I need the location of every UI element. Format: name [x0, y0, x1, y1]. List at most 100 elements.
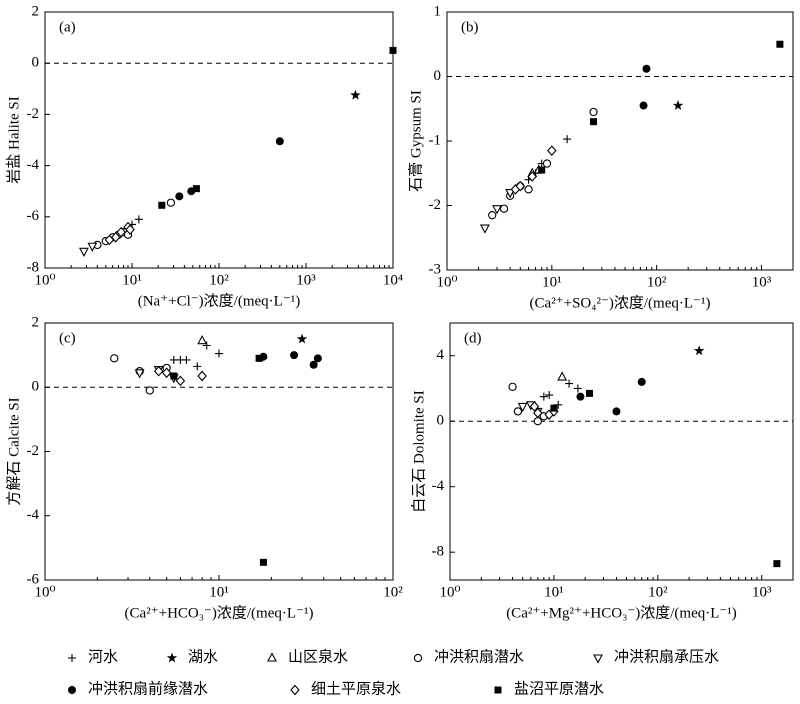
plot-frame: [449, 322, 794, 581]
legend-marker: [166, 652, 178, 663]
x-tick-label: 10²: [383, 584, 403, 600]
x-axis-label: (Ca²⁺+Mg²⁺+HCO₃⁻)浓度/(meq·L⁻¹): [506, 604, 737, 621]
point: [116, 226, 126, 238]
y-tick-label: -2: [27, 106, 40, 122]
point: [290, 351, 299, 360]
legend-marker: [290, 684, 300, 696]
panel: 10⁰ 10¹ 10² 2 0 -2 -4 -6 (c) (Ca²⁺+HCO₃⁻)浓度/(meq·…: [5, 314, 403, 621]
point: [153, 365, 164, 377]
point: [693, 345, 705, 356]
x-tick-label: 10⁰: [34, 584, 55, 600]
point: [505, 189, 516, 199]
point: [170, 372, 178, 380]
point: [533, 407, 543, 419]
point: [87, 242, 98, 252]
point: [547, 145, 557, 157]
y-axis-label: 岩盐 Halite SI: [5, 96, 22, 184]
point: [275, 137, 284, 146]
legend-marker: [68, 654, 76, 662]
point: [542, 159, 552, 168]
point: [309, 360, 318, 369]
y-tick-label: -8: [27, 259, 40, 275]
x-tick-label: 10¹: [122, 272, 142, 288]
y-tick-label: -8: [432, 544, 445, 560]
legend-marker: [68, 686, 76, 694]
point: [508, 382, 517, 391]
point: [134, 215, 143, 224]
point: [565, 379, 574, 388]
y-tick-label: 0: [437, 413, 445, 429]
x-tick-label: 10³: [752, 274, 772, 290]
point: [637, 377, 646, 386]
point: [776, 40, 784, 48]
y-tick-label: 1: [434, 3, 442, 19]
point: [389, 46, 397, 54]
point: [499, 204, 509, 213]
y-axis-label: 白云石 Dolomite SI: [410, 390, 427, 513]
legend-marker: [593, 654, 603, 664]
point: [110, 231, 121, 243]
y-tick-label: -4: [27, 157, 40, 173]
point: [585, 389, 593, 397]
legend-label: 湖水: [188, 648, 218, 665]
point: [538, 166, 546, 174]
point: [492, 205, 502, 215]
panel-label: (b): [461, 19, 479, 35]
point: [145, 386, 154, 395]
point: [313, 354, 322, 363]
point: [175, 192, 184, 201]
y-axis-label: 方解石 Calcite SI: [5, 397, 22, 505]
x-tick-label: 10⁰: [439, 584, 460, 600]
point: [78, 247, 89, 258]
x-axis-label: (Ca²⁺+HCO₃⁻)浓度/(meq·L⁻¹): [125, 604, 314, 621]
point: [517, 402, 528, 413]
point: [197, 370, 207, 382]
panel: 10⁰ 10¹ 10² 10³ 1 0 -1 -2 -3 (b) (Ca²⁺+SO₄²⁻)浓度/(m…: [407, 3, 794, 311]
point: [539, 392, 548, 401]
x-tick-label: 10²: [648, 584, 668, 600]
y-tick-label: -2: [429, 197, 442, 213]
point: [550, 404, 558, 412]
x-axis-label: (Na⁺+Cl⁻)浓度/(meq·L⁻¹): [138, 292, 301, 309]
point: [192, 185, 200, 193]
x-tick-label: 10⁰: [34, 272, 55, 288]
point: [576, 392, 585, 401]
point: [529, 401, 540, 412]
point: [161, 367, 172, 379]
legend-marker: [267, 652, 277, 662]
point: [639, 101, 648, 110]
y-tick-label: -4: [432, 478, 445, 494]
point: [515, 180, 525, 192]
y-tick-label: -6: [27, 208, 40, 224]
y-tick-label: -4: [27, 507, 40, 523]
point: [193, 362, 202, 371]
point: [573, 384, 582, 393]
point: [197, 335, 208, 345]
point: [158, 201, 166, 209]
legend-label: 细土平原泉水: [311, 680, 401, 697]
plot-frame: [44, 11, 394, 269]
x-tick-label: 10³: [752, 584, 772, 600]
point: [488, 211, 497, 220]
point: [255, 354, 263, 362]
point: [259, 558, 267, 566]
legend-label: 冲洪积扇前缘潜水: [88, 680, 208, 697]
point: [202, 341, 211, 350]
point: [479, 224, 490, 234]
point: [350, 89, 361, 100]
panel-label: (d): [464, 330, 482, 346]
legend-marker: [413, 653, 423, 663]
point: [590, 118, 598, 126]
y-tick-label: 0: [32, 55, 40, 71]
legend-label: 盐沼平原潜水: [514, 680, 604, 697]
point: [125, 224, 135, 235]
point: [166, 198, 176, 207]
panel-label: (c): [59, 330, 76, 346]
legend-label: 冲洪积扇潜水: [434, 648, 524, 665]
x-axis-label: (Ca²⁺+SO₄²⁻)浓度/(meq·L⁻¹): [530, 294, 711, 311]
point: [557, 371, 568, 381]
x-tick-label: 10¹: [542, 274, 562, 290]
plot-frame: [446, 11, 794, 271]
